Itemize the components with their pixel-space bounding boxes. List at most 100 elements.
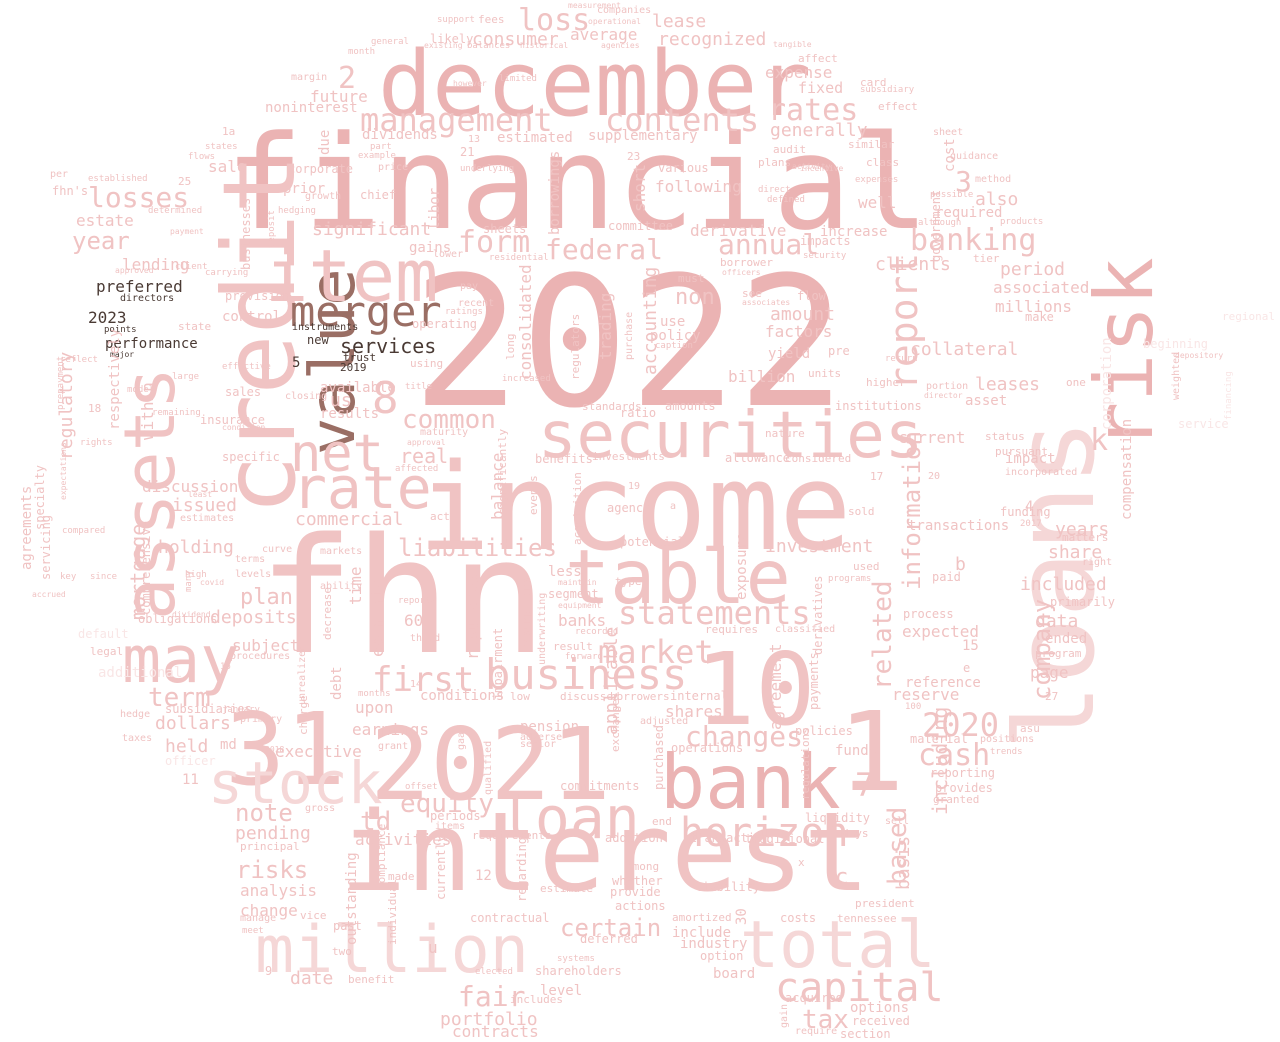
cloud-word: since bbox=[90, 571, 118, 582]
cloud-word: basis bbox=[893, 835, 914, 890]
cloud-word: noninterest bbox=[265, 99, 358, 116]
cloud-word: higher bbox=[866, 376, 906, 390]
cloud-word: funds bbox=[835, 742, 878, 759]
cloud-word: businesses bbox=[239, 197, 253, 270]
cloud-word: estimated bbox=[497, 129, 573, 146]
cloud-word: long bbox=[504, 333, 517, 361]
cloud-word: 18 bbox=[88, 402, 102, 416]
cloud-word: maturity bbox=[420, 427, 469, 438]
cloud-word: transactions bbox=[908, 517, 1010, 534]
cloud-word: increase bbox=[820, 223, 888, 240]
cloud-word: specific bbox=[222, 450, 280, 465]
cloud-word: investments bbox=[592, 450, 665, 464]
cloud-word: segment bbox=[548, 587, 599, 602]
cloud-word: tennessee bbox=[837, 912, 897, 926]
cloud-word: portfolio bbox=[440, 1008, 538, 1030]
cloud-word: determined bbox=[148, 205, 203, 216]
cloud-word: change bbox=[240, 901, 298, 921]
cloud-word: support bbox=[437, 14, 475, 25]
cloud-word: obligations bbox=[138, 612, 218, 627]
cloud-word: tangible bbox=[773, 39, 812, 49]
cloud-word: pursuant bbox=[995, 445, 1048, 459]
cloud-word: state bbox=[178, 320, 212, 334]
cloud-word: status bbox=[985, 430, 1025, 444]
cloud-word: additional bbox=[98, 664, 183, 681]
cloud-word: general bbox=[371, 36, 409, 47]
cloud-word: sheets bbox=[483, 222, 527, 237]
cloud-word: incentive bbox=[800, 163, 844, 173]
cloud-word: 10 bbox=[695, 631, 816, 748]
cloud-word: regulators bbox=[569, 313, 582, 380]
cloud-word: estate bbox=[76, 211, 134, 231]
cloud-word: use bbox=[660, 313, 686, 330]
cloud-word: portion bbox=[926, 381, 969, 392]
cloud-word: leases bbox=[975, 373, 1041, 395]
cloud-word: adjusted bbox=[640, 716, 689, 727]
cloud-word: funding bbox=[1000, 505, 1051, 520]
cloud-word: discussed bbox=[560, 690, 620, 704]
cloud-word: expense bbox=[765, 63, 833, 83]
cloud-word: decrease bbox=[321, 587, 334, 640]
cloud-word: collateral bbox=[910, 338, 1019, 360]
cloud-word: factors bbox=[765, 322, 833, 342]
cloud-word: trends bbox=[990, 746, 1023, 757]
cloud-word: insurance bbox=[200, 413, 266, 428]
cloud-word: regional bbox=[1222, 310, 1275, 324]
cloud-word: include bbox=[672, 924, 732, 941]
cloud-word: also bbox=[975, 188, 1019, 210]
cloud-word: flows bbox=[188, 151, 216, 162]
cloud-word: u bbox=[428, 938, 438, 958]
cloud-word: individual bbox=[386, 878, 399, 945]
cloud-word: yield bbox=[768, 345, 811, 362]
cloud-word: term bbox=[148, 683, 211, 714]
cloud-word: date bbox=[290, 967, 334, 989]
cloud-word: 12 bbox=[475, 867, 492, 884]
cloud-word: maintain bbox=[558, 577, 597, 587]
cloud-word: performance bbox=[105, 335, 198, 352]
cloud-word: operations bbox=[671, 741, 744, 756]
cloud-word: type bbox=[615, 575, 642, 589]
cloud-word: principal bbox=[240, 840, 300, 854]
cloud-word: cash bbox=[918, 738, 991, 773]
cloud-word: 15 bbox=[962, 637, 979, 654]
cloud-word: possible bbox=[930, 189, 974, 200]
cloud-word: companies bbox=[597, 5, 652, 16]
cloud-word: years bbox=[1055, 518, 1110, 540]
cloud-word: officer bbox=[165, 754, 216, 769]
cloud-word: provide bbox=[610, 885, 661, 900]
cloud-word: incorporated bbox=[1005, 467, 1078, 478]
cloud-word: management bbox=[360, 101, 553, 140]
cloud-word: act bbox=[430, 510, 450, 524]
cloud-word: deposit bbox=[267, 210, 277, 248]
cloud-word: flow bbox=[797, 289, 826, 304]
cloud-word: likely bbox=[430, 32, 474, 47]
cloud-word: service bbox=[1178, 417, 1229, 432]
cloud-word: end bbox=[652, 815, 672, 829]
cloud-word: data bbox=[1035, 610, 1079, 632]
cloud-word: policy bbox=[650, 327, 701, 344]
cloud-word: agency bbox=[607, 501, 651, 516]
cloud-word: benefits bbox=[535, 452, 593, 467]
cloud-word: material bbox=[910, 732, 968, 747]
cloud-word: depository bbox=[1175, 350, 1224, 360]
cloud-word: potential bbox=[620, 535, 686, 550]
cloud-word: dollars bbox=[155, 712, 231, 734]
cloud-word: income bbox=[418, 439, 852, 578]
cloud-word: states bbox=[205, 141, 238, 152]
cloud-word: markets bbox=[320, 546, 363, 557]
cloud-word: class bbox=[866, 156, 900, 170]
cloud-word: key bbox=[60, 571, 77, 582]
cloud-word: shareholders bbox=[535, 964, 622, 979]
cloud-word: borrower bbox=[720, 256, 773, 270]
cloud-word: respectively bbox=[107, 328, 123, 430]
cloud-word: chief bbox=[360, 188, 397, 203]
cloud-word: 20 bbox=[928, 471, 941, 482]
cloud-word: 8 bbox=[372, 372, 399, 424]
cloud-word: annual bbox=[718, 227, 820, 261]
cloud-word: x bbox=[798, 856, 805, 870]
cloud-word: average bbox=[570, 25, 638, 45]
cloud-word: underwriting bbox=[537, 592, 548, 665]
cloud-word: 2022 bbox=[412, 239, 846, 448]
cloud-word: events bbox=[527, 475, 540, 515]
cloud-word: services bbox=[340, 334, 437, 358]
